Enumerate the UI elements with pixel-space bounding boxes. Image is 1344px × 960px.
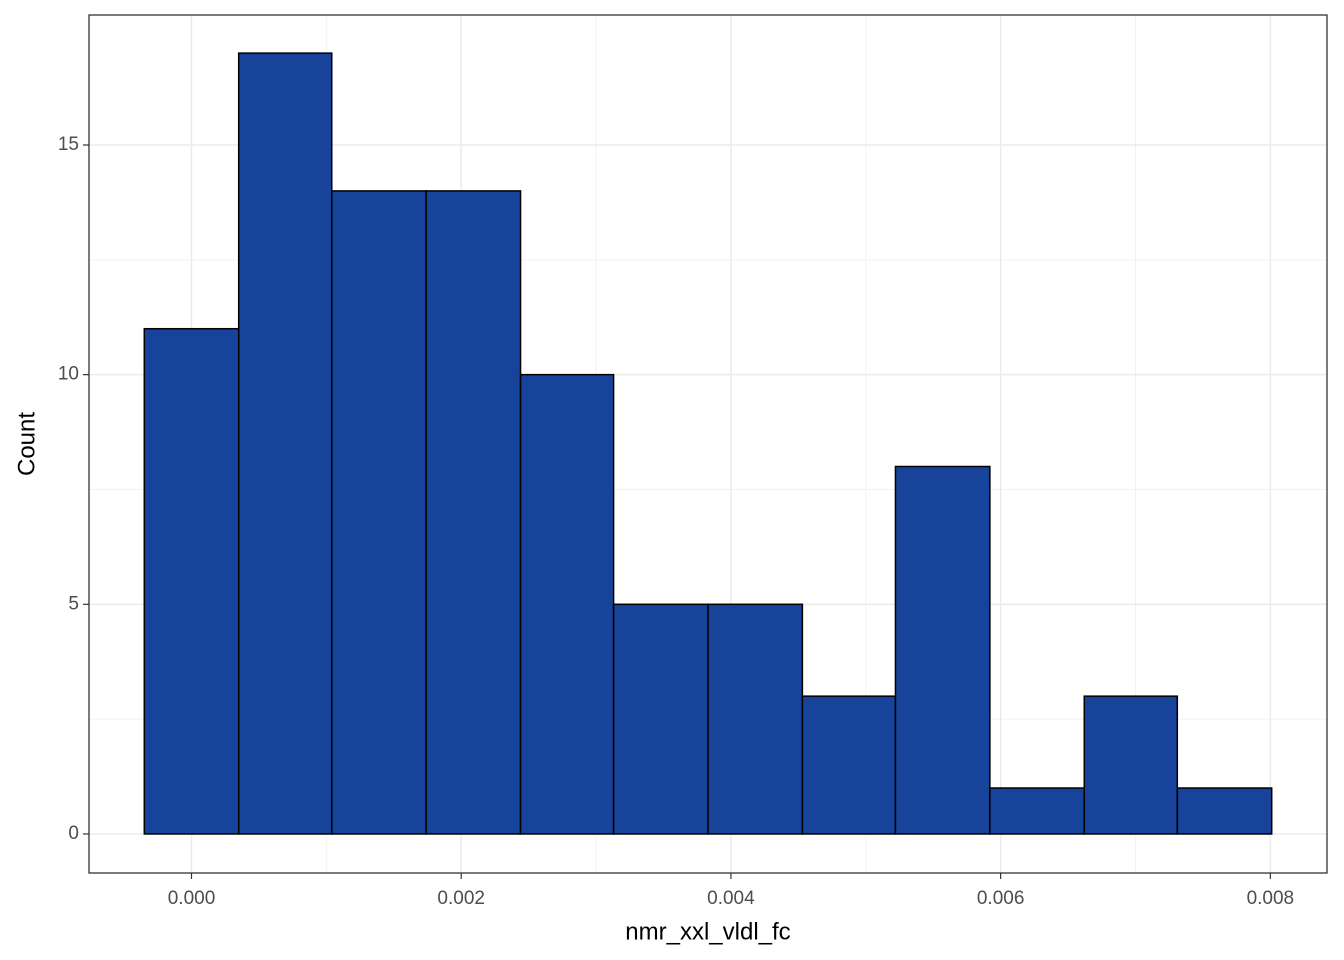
bar: [330, 190, 427, 835]
panel-border: [88, 14, 1328, 874]
x-tick-label: 0.000: [168, 888, 216, 909]
y-tick-label: 5: [68, 593, 79, 614]
y-axis-title: Count: [13, 412, 40, 476]
bar: [801, 695, 897, 835]
bar: [1083, 695, 1179, 835]
bar: [1176, 787, 1273, 835]
x-tick-label: 0.008: [1247, 888, 1295, 909]
x-tick-label: 0.004: [707, 888, 755, 909]
x-tick-label: 0.006: [977, 888, 1025, 909]
bar: [519, 373, 615, 835]
bar: [989, 787, 1086, 835]
y-tick-label: 15: [58, 134, 79, 155]
bar: [612, 603, 709, 835]
bar: [143, 327, 240, 835]
y-tick-label: 0: [68, 823, 79, 844]
bar: [707, 603, 804, 835]
y-tick-label: 10: [58, 364, 79, 385]
x-axis-title: nmr_xxl_vldl_fc: [625, 918, 790, 945]
bar: [425, 190, 522, 835]
bar: [237, 52, 333, 835]
bar: [894, 465, 991, 835]
x-tick-label: 0.002: [437, 888, 485, 909]
